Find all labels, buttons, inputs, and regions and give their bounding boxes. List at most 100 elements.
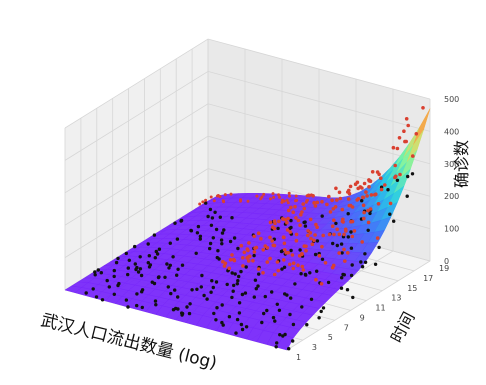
scatter-point-red (256, 231, 261, 235)
scatter-point-black (211, 285, 215, 290)
scatter-point-red (282, 241, 287, 246)
z-tick-label: 400 (444, 127, 459, 136)
scatter-point-black (167, 266, 171, 270)
scatter-point-black (166, 285, 170, 289)
scatter-point-red (296, 263, 300, 268)
scatter-point-black (139, 273, 144, 278)
scatter-point-red (317, 253, 322, 258)
scatter-point-red (301, 202, 306, 206)
scatter-point-black (208, 241, 213, 246)
scatter-point-red (304, 244, 308, 249)
scatter-point-black (315, 269, 319, 273)
scatter-point-black (154, 303, 158, 307)
scatter-point-black (199, 285, 203, 289)
scatter-point-red (280, 200, 284, 204)
scatter-point-black (180, 311, 184, 315)
scatter-point-red (223, 261, 228, 266)
scatter-point-black (360, 265, 365, 269)
scatter-point-black (146, 261, 150, 265)
scatter-point-red (393, 163, 398, 168)
scatter-point-black (320, 214, 324, 218)
scatter-point-black (302, 220, 306, 225)
scatter-point-black (219, 238, 224, 242)
scatter-point-black (326, 280, 331, 285)
scatter-point-black (93, 270, 97, 274)
scatter-point-red (221, 259, 225, 264)
scatter-point-red (276, 268, 281, 273)
scatter-point-red (360, 240, 365, 244)
scatter-point-black (230, 216, 234, 220)
scatter-point-red (287, 191, 291, 195)
scatter-point-black (321, 306, 326, 310)
scatter-point-red (341, 217, 345, 222)
scatter-point-red (348, 184, 353, 189)
scatter-point-red (404, 117, 409, 121)
scatter-point-black (252, 253, 256, 258)
scatter-point-black (134, 267, 138, 272)
scatter-point-red (294, 194, 298, 198)
scatter-point-black (100, 298, 105, 302)
scatter-point-red (335, 198, 339, 202)
scatter-point-black (212, 311, 216, 316)
scatter-point-red (285, 198, 289, 202)
scatter-point-black (308, 271, 312, 275)
scatter-point-red (332, 218, 336, 222)
scatter-point-red (314, 277, 318, 282)
scatter-point-black (157, 275, 161, 279)
scatter-point-black (349, 230, 353, 234)
scatter-point-red (335, 227, 340, 232)
scatter-point-black (275, 302, 279, 306)
scatter-point-red (252, 234, 256, 239)
scatter-point-red (212, 199, 216, 203)
scatter-point-red (314, 222, 318, 227)
scatter-point-black (84, 291, 88, 295)
scatter-point-black (366, 228, 370, 232)
scatter-point-black (231, 289, 235, 293)
scatter-point-black (305, 323, 309, 327)
scatter-point-black (91, 287, 95, 291)
scatter-point-red (321, 233, 326, 238)
z-axis-label: 确诊数 (452, 140, 471, 188)
scatter-point-black (153, 256, 157, 260)
scatter-point-red (293, 204, 297, 209)
scatter-point-red (296, 218, 301, 223)
scatter-point-black (168, 263, 172, 267)
scatter-point-black (200, 273, 204, 278)
scatter-point-red (309, 193, 313, 197)
scatter-point-black (319, 309, 323, 314)
scatter-point-black (232, 283, 236, 288)
scatter-point-black (220, 242, 224, 246)
scatter-point-red (327, 194, 331, 199)
scatter-point-black (208, 207, 213, 212)
scatter-point-black (175, 237, 180, 241)
scatter-point-red (330, 198, 334, 203)
scatter-point-red (201, 200, 205, 204)
scatter-point-black (236, 246, 240, 251)
scatter-point-red (198, 202, 202, 206)
z-tick-label: 0 (444, 257, 449, 266)
scatter-point-red (364, 190, 368, 194)
scatter-point-black (153, 299, 158, 303)
scatter-point-red (218, 195, 222, 199)
scatter-point-red (239, 243, 244, 248)
scatter-point-black (133, 244, 137, 249)
scatter-point-red (307, 193, 310, 197)
scatter-point-red (337, 190, 342, 195)
scatter-point-black (210, 279, 214, 283)
scatter-point-black (359, 260, 363, 264)
scatter-point-red (309, 236, 313, 241)
scatter-point-red (246, 199, 250, 203)
scatter-point-red (372, 193, 377, 197)
scatter-point-black (138, 255, 142, 259)
scatter-point-red (406, 123, 411, 128)
scatter-point-red (337, 251, 342, 255)
scatter-point-black (298, 248, 302, 252)
scatter-point-black (165, 262, 169, 266)
scatter-point-red (288, 262, 292, 267)
scatter-point-red (361, 195, 365, 200)
scatter-point-black (373, 262, 378, 266)
scatter-point-black (228, 239, 233, 244)
scatter-point-black (293, 282, 297, 286)
scatter-point-red (259, 197, 263, 201)
scatter-point-red (204, 198, 208, 202)
